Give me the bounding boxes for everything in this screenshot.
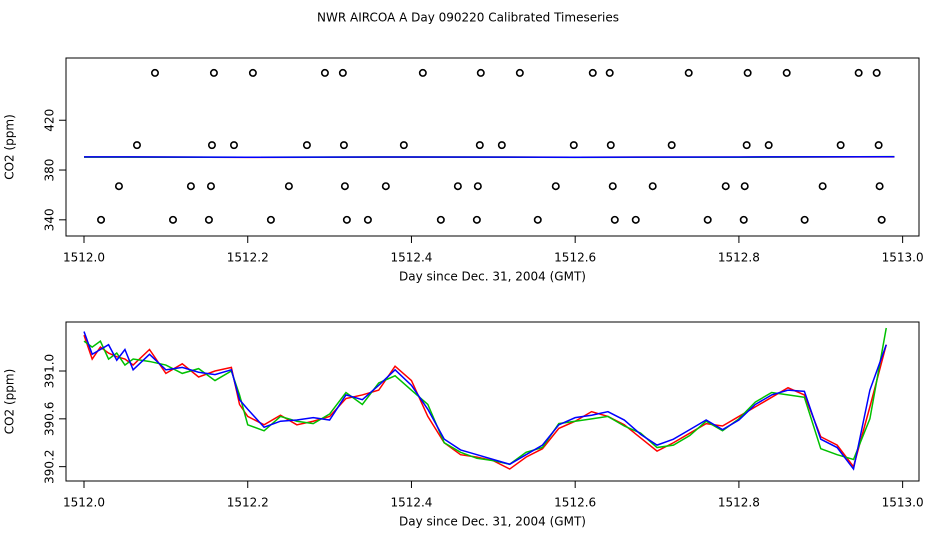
chart-title: NWR AIRCOA A Day 090220 Calibrated Times… [317,11,619,25]
x-axis-label: Day since Dec. 31, 2004 (GMT) [399,270,586,284]
data-point [608,182,617,191]
data-point [204,215,213,224]
y-tick-label: 391.0 [43,354,57,388]
data-line [83,334,887,470]
data-point [302,141,311,150]
plot-frame [65,321,920,482]
data-point [206,182,215,191]
x-tick-label: 1512.2 [227,496,269,510]
x-tick-label: 1512.4 [390,251,432,265]
data-point [338,68,347,77]
x-tick-label: 1512.2 [227,251,269,265]
x-tick-label: 1512.0 [63,251,105,265]
data-point [97,215,106,224]
data-point [739,215,748,224]
data-point [209,68,218,77]
data-point [248,68,257,77]
data-point [472,215,481,224]
data-point [721,182,730,191]
x-tick-label: 1513.0 [882,496,924,510]
data-point [742,141,751,150]
data-point [150,68,159,77]
data-point [703,215,712,224]
data-point [436,215,445,224]
y-tick-label: 390.6 [43,402,57,436]
data-point [877,215,886,224]
data-point [475,141,484,150]
data-point [229,141,238,150]
data-point [684,68,693,77]
data-point [854,68,863,77]
data-point [114,182,123,191]
data-point [872,68,881,77]
data-point [551,182,560,191]
data-point [667,141,676,150]
data-point [533,215,542,224]
data-point [381,182,390,191]
data-point [453,182,462,191]
data-point [800,215,809,224]
y-tick-label: 420 [43,109,57,132]
y-tick-label: 340 [43,208,57,231]
data-point [740,182,749,191]
data-point [836,141,845,150]
data-point [132,141,141,150]
data-point [606,141,615,150]
y-tick-label: 390.2 [43,449,57,483]
data-point [818,182,827,191]
data-point [168,215,177,224]
data-point [874,141,883,150]
x-tick-label: 1512.8 [718,496,760,510]
data-point [186,182,195,191]
data-point [284,182,293,191]
data-point [515,68,524,77]
data-point [497,141,506,150]
x-tick-label: 1512.4 [390,496,432,510]
data-point [610,215,619,224]
y-tick-label: 380 [43,159,57,182]
plot-frame [65,57,920,237]
data-point [588,68,597,77]
data-point [476,68,485,77]
y-axis-label: CO2 (ppm) [3,369,17,435]
x-tick-label: 1512.8 [718,251,760,265]
data-point [340,182,349,191]
data-point [473,182,482,191]
data-point [339,141,348,150]
data-line [83,331,887,471]
data-point [266,215,275,224]
data-point [569,141,578,150]
x-axis-label: Day since Dec. 31, 2004 (GMT) [399,515,586,529]
data-point [418,68,427,77]
data-point [342,215,351,224]
data-line [83,327,887,466]
x-tick-label: 1512.6 [554,496,596,510]
data-point [764,141,773,150]
data-point [782,68,791,77]
data-point [207,141,216,150]
data-point [875,182,884,191]
data-point [743,68,752,77]
data-point [631,215,640,224]
x-tick-label: 1512.6 [554,251,596,265]
data-point [399,141,408,150]
y-axis-label: CO2 (ppm) [3,114,17,180]
data-point [648,182,657,191]
x-tick-label: 1513.0 [882,251,924,265]
data-point [363,215,372,224]
data-point [605,68,614,77]
data-point [320,68,329,77]
x-tick-label: 1512.0 [63,496,105,510]
